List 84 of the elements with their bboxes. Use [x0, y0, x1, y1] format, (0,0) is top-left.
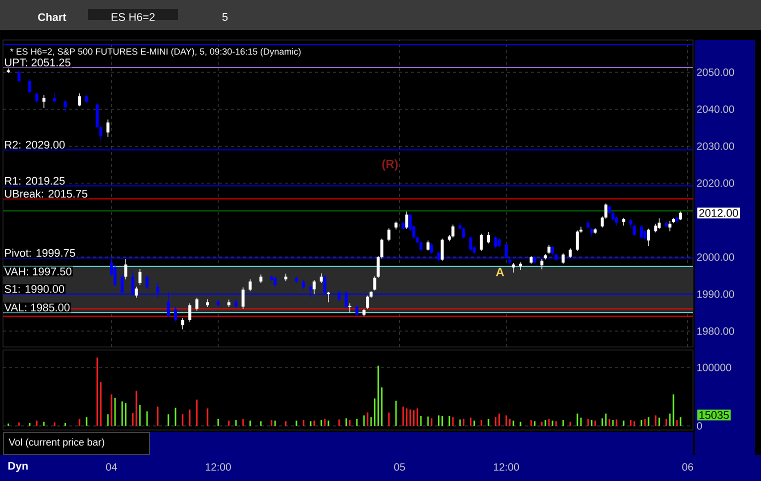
y-tick-label: 1980.00 [697, 327, 734, 335]
text: Vol (current price bar) [8, 438, 104, 448]
annotation: A [496, 268, 504, 276]
x-tick-label: 04 [106, 463, 118, 471]
candlestick [376, 256, 380, 278]
candlestick [248, 278, 252, 292]
candlestick [355, 304, 358, 317]
text: Dyn [8, 462, 28, 472]
text: * ES H6=2, S&P 500 FUTURES E-MINI (DAY), 5, 09:30-16:15 (Dynamic) [10, 48, 301, 57]
candlestick [274, 276, 277, 288]
ref-line-label: UPT: 2051.25 [5, 58, 70, 66]
candlestick [320, 273, 323, 284]
candlestick [366, 295, 370, 310]
x-tick-label: 05 [394, 463, 405, 471]
x-tick-label: 12:00 [494, 463, 519, 471]
candlestick [380, 238, 384, 259]
text: ES H6=2 [112, 13, 155, 21]
candlestick [451, 224, 454, 238]
candlestick [312, 280, 316, 294]
candlestick [426, 240, 430, 251]
candlestick [348, 302, 352, 313]
y-tick-label: 2030.00 [697, 142, 734, 150]
x-tick-label: 06 [682, 463, 694, 471]
text: 5 [222, 13, 228, 21]
candlestick [188, 302, 192, 322]
candlestick [647, 228, 650, 246]
candlestick [430, 242, 434, 254]
x-tick-label: 12:00 [206, 463, 231, 471]
annotation: (R) [382, 159, 398, 171]
candlestick [195, 297, 198, 312]
candlestick [480, 233, 483, 252]
candlestick [326, 292, 330, 303]
candlestick [512, 262, 515, 273]
y-tick-label: 2000.00 [697, 253, 734, 261]
candlestick [174, 306, 177, 322]
candlestick [540, 258, 544, 270]
candlestick [28, 79, 32, 94]
candlestick [469, 236, 472, 252]
y-tick-label: 100000 [697, 364, 732, 372]
ref-line-label: R2: 2029.00 [5, 140, 65, 149]
candlestick [78, 92, 81, 107]
candlestick [640, 224, 643, 239]
candlestick [373, 276, 376, 291]
candlestick [181, 318, 184, 330]
candlestick [668, 220, 672, 232]
candlestick [487, 232, 490, 244]
candlestick [568, 248, 572, 258]
candlestick [576, 230, 579, 252]
candlestick [419, 240, 422, 252]
candlestick [35, 92, 38, 103]
candlestick [562, 253, 565, 264]
ref-line-label: Pivot: 1999.75 [5, 248, 76, 257]
text: 2012.00 [699, 209, 738, 217]
candlestick [632, 224, 636, 236]
candlestick [124, 258, 128, 280]
candlestick [387, 228, 390, 242]
candlestick [519, 262, 522, 270]
candlestick [551, 246, 554, 256]
y-tick-label: 2020.00 [697, 179, 734, 187]
y-tick-label: 2050.00 [697, 68, 734, 76]
candlestick [302, 280, 306, 290]
candlestick [405, 211, 408, 230]
ref-line-label: UBreak: 2015.75 [5, 190, 88, 198]
text: 15035 [700, 411, 729, 419]
candlestick [53, 92, 56, 103]
candlestick [242, 287, 245, 310]
candlestick [106, 119, 110, 138]
candlestick [42, 94, 46, 108]
ref-line-label: VAL: 1985.00 [4, 304, 70, 312]
candlestick [146, 275, 149, 290]
y-tick-label: 1990.00 [697, 290, 734, 298]
candlestick [18, 70, 21, 83]
candlestick [498, 238, 501, 248]
ref-line-label: S1: 1990.00 [4, 285, 64, 293]
y-tick-label: 2040.00 [697, 105, 734, 113]
ref-line-label: VAH: 1997.50 [4, 268, 72, 276]
candlestick [134, 286, 138, 298]
candlestick [138, 268, 142, 286]
candlestick [494, 236, 498, 248]
ref-line-label: R1: 2019.25 [5, 176, 65, 185]
candlestick [658, 218, 661, 230]
y-tick-label: 0 [696, 422, 702, 430]
text: Chart [38, 12, 66, 22]
candlestick [643, 230, 646, 240]
